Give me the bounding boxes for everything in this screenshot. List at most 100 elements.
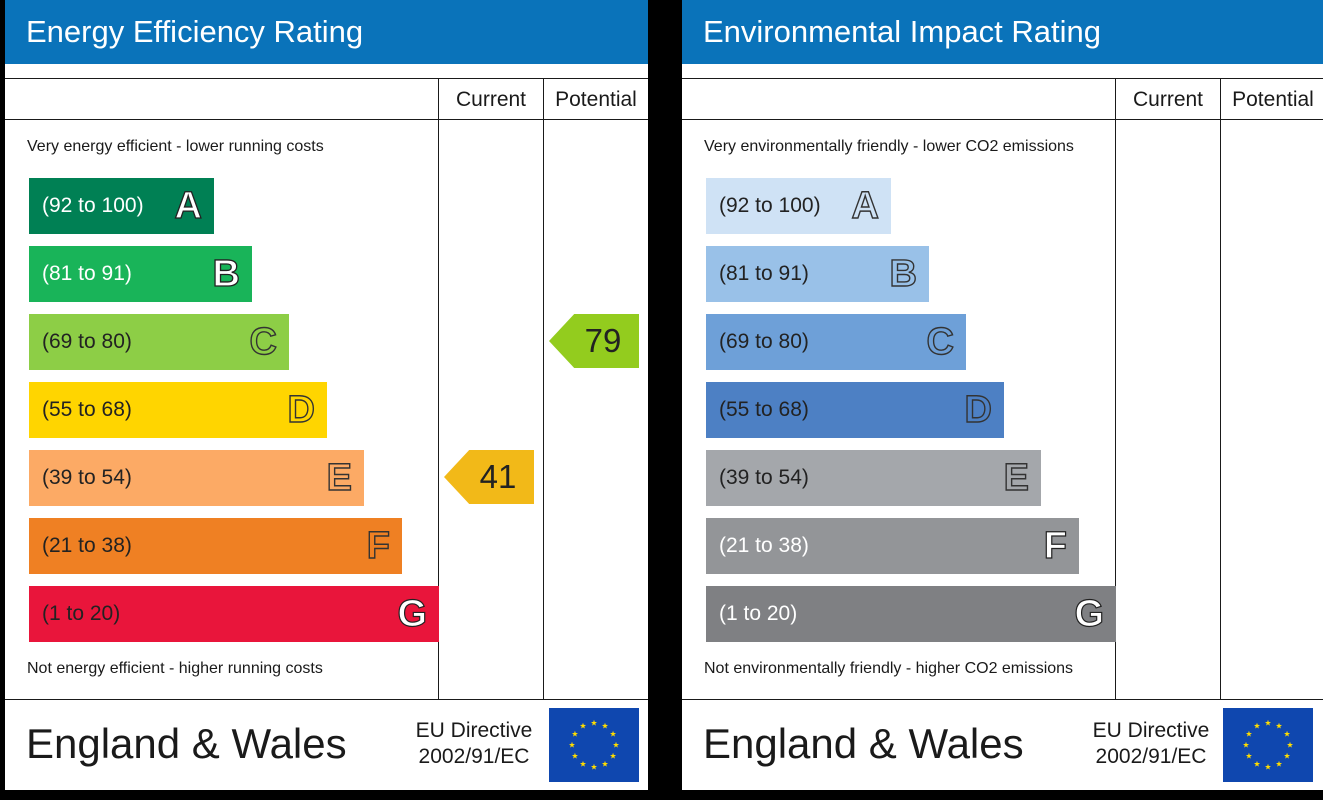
band-letter: E [326, 456, 353, 499]
column-header-current: Current [1132, 88, 1204, 111]
footer-directive: EU Directive 2002/91/EC [405, 718, 543, 770]
eu-star [1264, 719, 1272, 726]
band-letter: F [366, 524, 391, 567]
band-range-label: (39 to 54) [719, 466, 809, 489]
band-c: (69 to 80) C [29, 314, 289, 370]
band-range-label: (55 to 68) [719, 398, 809, 421]
eu-star [610, 752, 617, 759]
band-range-label: (21 to 38) [42, 534, 132, 557]
footer-rule [5, 699, 648, 700]
eu-star [590, 763, 598, 770]
eu-star [601, 722, 609, 729]
bottom-caption: Not environmentally friendly - higher CO… [704, 660, 1074, 677]
eu-star [612, 741, 620, 748]
directive-line-1: EU Directive [415, 719, 533, 742]
band-g: (1 to 20) G [706, 586, 1116, 642]
current-column-divider [438, 78, 439, 700]
directive-line-1: EU Directive [1092, 719, 1210, 742]
directive-line-2: 2002/91/EC [1095, 745, 1207, 768]
eu-star [568, 741, 576, 748]
band-b: (81 to 91) B [706, 246, 929, 302]
eu-flag-icon [1223, 708, 1313, 782]
band-letter: B [889, 252, 918, 295]
band-f: (21 to 38) F [29, 518, 402, 574]
environmental-impact-chart: Environmental Impact Rating Current Pote… [682, 0, 1323, 790]
header-bottom-rule [682, 119, 1323, 120]
eu-star [1284, 730, 1291, 737]
band-range-label: (1 to 20) [719, 602, 798, 625]
band-letter: C [249, 320, 278, 363]
band-d: (55 to 68) D [706, 382, 1004, 438]
band-e: (39 to 54) E [706, 450, 1041, 506]
chart-title: Energy Efficiency Rating [5, 0, 648, 64]
band-f: (21 to 38) F [706, 518, 1079, 574]
band-range-label: (81 to 91) [719, 262, 809, 285]
potential-column-divider [1220, 78, 1221, 700]
eu-star [579, 760, 587, 767]
top-caption: Very environmentally friendly - lower CO… [704, 138, 1074, 155]
footer-rule [682, 699, 1323, 700]
eu-stars [568, 719, 620, 770]
band-letter: D [964, 388, 993, 431]
eu-star [1275, 722, 1283, 729]
column-header-current: Current [455, 88, 527, 111]
eu-star [1242, 741, 1250, 748]
band-range-label: (81 to 91) [42, 262, 132, 285]
eu-star [590, 719, 598, 726]
column-header-potential: Potential [1232, 88, 1314, 111]
eu-stars [1242, 719, 1294, 770]
footer-country: England & Wales [703, 720, 1024, 767]
eu-star [579, 722, 587, 729]
band-letter: E [1003, 456, 1030, 499]
potential-rating-arrow: 79 [549, 314, 639, 368]
band-range-label: (39 to 54) [42, 466, 132, 489]
footer-directive: EU Directive 2002/91/EC [1082, 718, 1220, 770]
bottom-caption: Not energy efficient - higher running co… [27, 660, 323, 677]
band-g: (1 to 20) G [29, 586, 439, 642]
eu-star [1253, 760, 1261, 767]
top-caption: Very energy efficient - lower running co… [27, 138, 324, 155]
band-letter: G [1074, 592, 1105, 635]
eu-flag-icon [549, 708, 639, 782]
band-range-label: (1 to 20) [42, 602, 121, 625]
band-a: (92 to 100) A [706, 178, 891, 234]
directive-line-2: 2002/91/EC [418, 745, 530, 768]
current-column-divider [1115, 78, 1116, 700]
energy-efficiency-chart: Energy Efficiency Rating Current Potenti… [5, 0, 648, 790]
band-b: (81 to 91) B [29, 246, 252, 302]
band-range-label: (92 to 100) [719, 194, 821, 217]
eu-star [1286, 741, 1294, 748]
band-letter: C [926, 320, 955, 363]
band-letter: D [287, 388, 316, 431]
band-letter: G [397, 592, 428, 635]
header-top-rule [682, 78, 1323, 79]
current-rating-arrow: 41 [444, 450, 534, 504]
chart-title: Environmental Impact Rating [682, 0, 1323, 64]
band-range-label: (92 to 100) [42, 194, 144, 217]
band-letter: A [174, 184, 203, 227]
eu-star [601, 760, 609, 767]
band-d: (55 to 68) D [29, 382, 327, 438]
band-a: (92 to 100) A [29, 178, 214, 234]
band-range-label: (55 to 68) [42, 398, 132, 421]
eu-star [1275, 760, 1283, 767]
band-letter: A [851, 184, 880, 227]
band-range-label: (21 to 38) [719, 534, 809, 557]
band-c: (69 to 80) C [706, 314, 966, 370]
band-range-label: (69 to 80) [719, 330, 809, 353]
band-letter: F [1043, 524, 1067, 567]
band-range-label: (69 to 80) [42, 330, 132, 353]
eu-star [1264, 763, 1272, 770]
eu-star [1284, 752, 1291, 759]
potential-column-divider [543, 78, 544, 700]
eu-star [610, 730, 617, 737]
eu-star [571, 730, 578, 737]
eu-star [1245, 730, 1252, 737]
eu-star [1253, 722, 1261, 729]
footer-country: England & Wales [26, 720, 347, 767]
eu-star [571, 752, 578, 759]
header-bottom-rule [5, 119, 648, 120]
band-e: (39 to 54) E [29, 450, 364, 506]
column-header-potential: Potential [555, 88, 637, 111]
eu-star [1245, 752, 1252, 759]
